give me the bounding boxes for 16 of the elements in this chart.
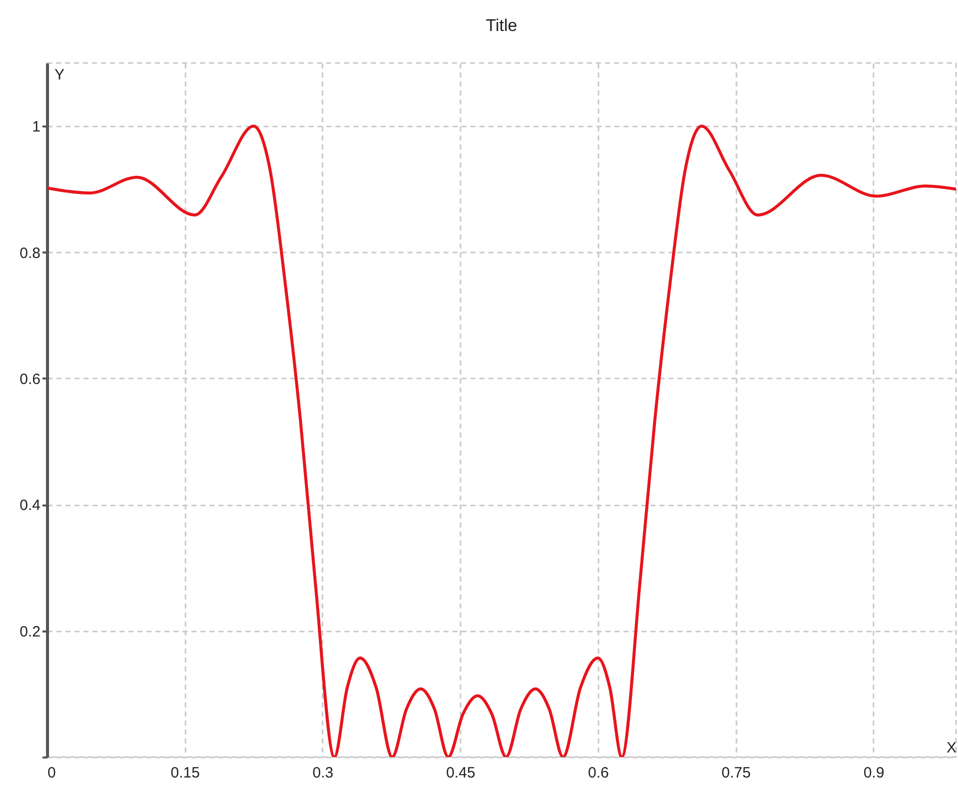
x-tick-label: 0.3	[312, 764, 334, 782]
y-tick-label: 1	[32, 118, 40, 136]
x-tick-label: 0.15	[170, 764, 200, 782]
x-tick-label: 0	[48, 764, 56, 782]
chart-title: Title	[486, 16, 518, 35]
x-axis-title: X	[946, 740, 956, 756]
x-tick-label: 0.75	[722, 764, 751, 782]
y-tick-label: 0.4	[20, 497, 40, 514]
y-axis-title: Y	[54, 66, 65, 84]
x-tick-label: 0.6	[588, 764, 609, 782]
y-tick-label: 0.6	[20, 370, 40, 388]
y-tick-label: 0.2	[20, 623, 40, 640]
line-series	[47, 124, 956, 757]
y-tick-label: 0.8	[20, 244, 40, 262]
x-tick-label: 0.45	[446, 764, 476, 782]
x-tick-label: 0.9	[863, 764, 884, 782]
